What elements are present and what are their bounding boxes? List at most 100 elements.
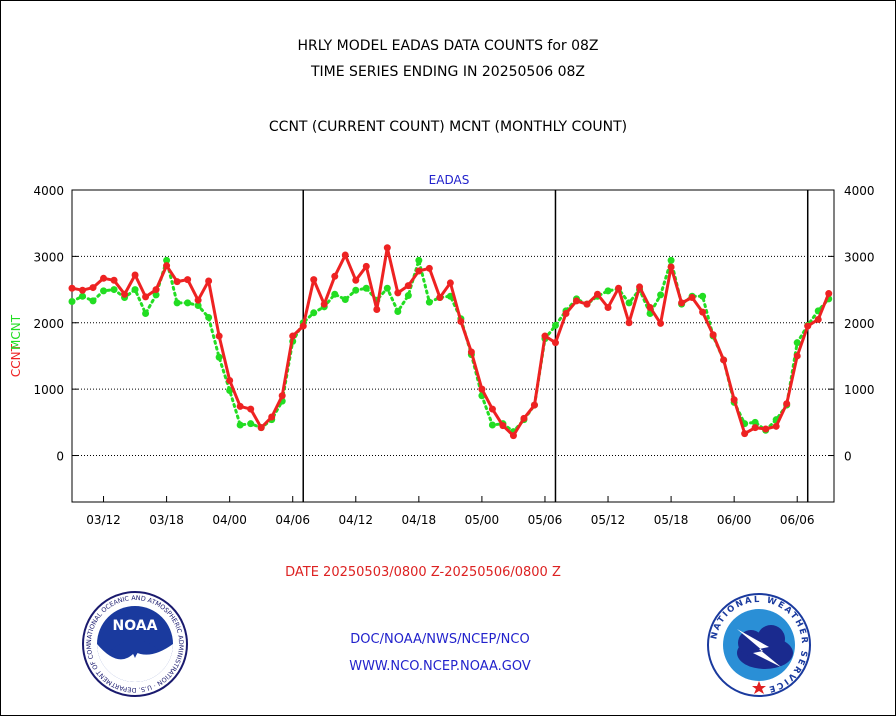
nws-logo-icon: NATIONAL WEATHER SERVICE — [707, 593, 811, 697]
data-point-mcnt — [425, 298, 433, 306]
x-tick-label: 06/00 — [717, 513, 752, 527]
date-range-label: DATE 20250503/0800 Z-20250506/0800 Z — [285, 565, 561, 580]
data-point-mcnt — [751, 418, 759, 426]
data-point-ccnt — [499, 422, 507, 430]
data-point-ccnt — [762, 425, 770, 433]
data-point-ccnt — [793, 352, 801, 360]
x-tick-label: 05/18 — [654, 513, 689, 527]
data-point-ccnt — [131, 271, 139, 279]
data-point-mcnt — [394, 307, 402, 315]
data-point-ccnt — [310, 276, 318, 284]
y-tick-label-right: 3000 — [844, 250, 875, 264]
data-point-ccnt — [488, 405, 496, 413]
data-point-ccnt — [678, 299, 686, 307]
data-point-ccnt — [121, 290, 129, 298]
data-point-ccnt — [615, 284, 623, 292]
chart-title-line3: CCNT (CURRENT COUNT) MCNT (MONTHLY COUNT… — [268, 119, 628, 135]
data-point-ccnt — [688, 294, 696, 302]
x-tick-label: 05/12 — [591, 513, 626, 527]
data-point-ccnt — [562, 309, 570, 317]
data-point-ccnt — [215, 332, 223, 340]
data-point-ccnt — [110, 276, 118, 284]
data-point-ccnt — [814, 315, 822, 323]
y-tick-label-left: 1000 — [33, 383, 64, 397]
data-point-mcnt — [793, 339, 801, 347]
data-point-ccnt — [142, 293, 150, 301]
data-point-ccnt — [509, 432, 517, 440]
data-point-ccnt — [594, 290, 602, 298]
data-point-mcnt — [236, 421, 244, 429]
data-point-mcnt — [415, 256, 423, 264]
data-point-ccnt — [783, 400, 791, 408]
data-point-mcnt — [184, 299, 192, 307]
data-point-mcnt — [131, 286, 139, 294]
chart-title-line2: TIME SERIES ENDING IN 20250506 08Z — [311, 64, 585, 80]
data-point-ccnt — [89, 284, 97, 292]
data-point-ccnt — [436, 294, 444, 302]
y-tick-label-right: 1000 — [844, 383, 875, 397]
data-point-ccnt — [425, 264, 433, 272]
y-axis-label-mcnt: MCNT — [9, 314, 23, 350]
x-tick-label: 06/06 — [780, 513, 815, 527]
data-point-ccnt — [352, 276, 360, 284]
data-point-mcnt — [79, 292, 87, 300]
data-point-mcnt — [383, 284, 391, 292]
data-point-ccnt — [79, 286, 87, 294]
data-point-ccnt — [572, 297, 580, 305]
data-point-ccnt — [699, 308, 707, 316]
data-point-ccnt — [205, 277, 213, 285]
data-point-mcnt — [625, 299, 633, 307]
data-point-ccnt — [772, 422, 780, 430]
data-point-ccnt — [636, 283, 644, 291]
data-point-ccnt — [268, 413, 276, 421]
data-point-ccnt — [362, 262, 370, 270]
data-point-ccnt — [289, 332, 297, 340]
data-point-mcnt — [142, 309, 150, 317]
data-point-mcnt — [68, 298, 76, 306]
data-point-ccnt — [741, 430, 749, 438]
data-point-ccnt — [226, 377, 234, 385]
data-point-ccnt — [804, 322, 812, 330]
data-point-ccnt — [383, 244, 391, 252]
data-point-mcnt — [152, 291, 160, 299]
data-point-mcnt — [163, 256, 171, 264]
x-tick-label: 03/12 — [86, 513, 121, 527]
data-point-ccnt — [646, 303, 654, 311]
data-point-ccnt — [236, 402, 244, 410]
data-point-ccnt — [257, 424, 265, 432]
data-point-ccnt — [825, 290, 833, 298]
data-point-ccnt — [68, 284, 76, 292]
data-point-ccnt — [730, 396, 738, 404]
data-point-mcnt — [667, 256, 675, 264]
x-tick-label: 04/00 — [212, 513, 247, 527]
data-point-mcnt — [604, 287, 612, 295]
data-point-ccnt — [720, 356, 728, 364]
data-point-ccnt — [341, 251, 349, 259]
data-point-ccnt — [173, 278, 181, 286]
nco-path-link[interactable]: DOC/NOAA/NWS/NCEP/NCO — [350, 632, 530, 647]
data-point-ccnt — [415, 267, 423, 275]
data-point-ccnt — [373, 305, 381, 313]
data-point-mcnt — [194, 302, 202, 310]
data-point-ccnt — [467, 348, 475, 356]
data-point-ccnt — [320, 300, 328, 308]
x-tick-label: 05/00 — [465, 513, 500, 527]
data-point-ccnt — [100, 274, 108, 282]
y-axis-label-ccnt: CCNT — [9, 343, 23, 377]
data-point-ccnt — [247, 405, 255, 413]
data-point-ccnt — [551, 339, 559, 347]
nco-website-link[interactable]: WWW.NCO.NCEP.NOAA.GOV — [349, 659, 531, 674]
data-point-ccnt — [278, 392, 286, 400]
plot-title: EADAS — [429, 173, 470, 187]
data-point-ccnt — [163, 262, 171, 270]
x-tick-label: 04/12 — [338, 513, 373, 527]
data-point-ccnt — [404, 282, 412, 290]
data-point-ccnt — [394, 289, 402, 297]
plot-border — [71, 189, 835, 503]
data-point-mcnt — [173, 299, 181, 307]
y-tick-label-right: 4000 — [844, 184, 875, 198]
data-point-ccnt — [520, 414, 528, 422]
data-point-mcnt — [404, 292, 412, 300]
data-point-mcnt — [657, 291, 665, 299]
